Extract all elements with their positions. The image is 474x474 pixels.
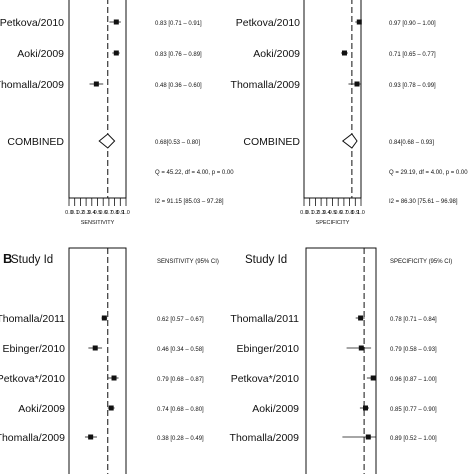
panel-a-sensitivity-x-tick-label: 0.9 (116, 210, 124, 216)
panel-a-sensitivity-x-tick-label: 0.6 (99, 210, 107, 216)
panel-b-sensitivity-frame (68, 247, 127, 474)
panel-a-specificity-study-name: Thomalla/2009 (231, 79, 301, 91)
panel-b-specificity-point-estimate (358, 315, 364, 321)
panel-a-sensitivity-x-tick-label: 0.7 (105, 210, 113, 216)
panel-a-sensitivity-study-value: 0.83 [0.76 – 0.89] (155, 52, 202, 58)
panel-a-specificity-combined-value: 0.84[0.68 – 0.93] (389, 140, 434, 146)
panel-b-specificity-study-name: Thomalla/2009 (230, 432, 300, 444)
panel-a-sensitivity-x-tick-label: 0.2 (77, 210, 85, 216)
panel-a-specificity-x-tick-label: 0.7 (340, 210, 348, 216)
panel-a-sensitivity-q-stat: Q = 45.22, df = 4.00, p = 0.00 (155, 170, 234, 176)
panel-b-sensitivity-study-name: Ebinger/2010 (3, 343, 66, 355)
panel-b-specificity-frame (305, 247, 377, 474)
panel-a-specificity-x-tick-label: 0.3 (317, 210, 325, 216)
panel-b-sensitivity-study-name: Thomalla/2009 (0, 432, 65, 444)
panel-a-specificity-frame (303, 0, 362, 199)
panel-a-sensitivity-study-name: Petkova/2010 (0, 17, 64, 29)
panel-a-sensitivity-point-estimate (113, 50, 119, 56)
panel-b-specificity-study-name: Thomalla/2011 (230, 313, 299, 325)
panel-b-specificity-ci-header: SPECIFICITY (95% CI) (390, 259, 452, 265)
panel-a-sensitivity-x-tick-label: 0.3 (82, 210, 90, 216)
panel-label-b: B (3, 251, 12, 266)
panel-a-specificity-q-stat: Q = 29.19, df = 4.00, p = 0.00 (389, 170, 468, 176)
panel-a-specificity-x-tick-label: 0.9 (351, 210, 359, 216)
panel-a-specificity-point-estimate (354, 81, 360, 87)
panel-a-specificity-x-tick-label: 0.1 (306, 210, 314, 216)
panel-a-specificity-combined-name: COMBINED (243, 136, 300, 148)
panel-b-specificity-study-header: Study Id (245, 254, 287, 266)
panel-b-specificity-point-estimate (370, 375, 376, 381)
panel-b-sensitivity-study-name: Petkova*/2010 (0, 373, 65, 385)
panel-b-sensitivity-study-value: 0.46 [0.34 – 0.58] (157, 347, 204, 353)
panel-a-specificity-x-tick-label: 1.0 (357, 210, 365, 216)
panel-a-sensitivity-frame (68, 0, 127, 199)
panel-a-sensitivity-x-tick-label: 1.0 (122, 210, 130, 216)
panel-a-sensitivity-x-tick-label: 0.4 (88, 210, 96, 216)
panel-a-sensitivity-x-tick-label: 0.5 (94, 210, 102, 216)
panel-a-sensitivity-x-tick-label: 0.8 (111, 210, 119, 216)
panel-b-specificity-point-estimate (363, 405, 368, 411)
panel-b-specificity-study-value: 0.85 [0.77 – 0.90] (390, 407, 437, 413)
panel-a-sensitivity-x-tick-label: 0.1 (71, 210, 79, 216)
panel-b-sensitivity-study-value: 0.74 [0.68 – 0.80] (157, 407, 204, 413)
panel-a-sensitivity-study-value: 0.48 [0.36 – 0.60] (155, 83, 202, 89)
panel-a-sensitivity-study-value: 0.83 [0.71 – 0.91] (155, 21, 202, 27)
panel-b-specificity-point-estimate (365, 434, 371, 440)
panel-a-sensitivity-point-estimate (113, 19, 119, 25)
panel-a-specificity-x-tick-label: 0.4 (323, 210, 331, 216)
panel-b-sensitivity-study-name: Aoki/2009 (18, 403, 65, 415)
panel-b-sensitivity-study-value: 0.62 [0.57 – 0.67] (157, 317, 204, 323)
panel-b-sensitivity-study-value: 0.79 [0.68 – 0.87] (157, 377, 204, 383)
panel-a-specificity-study-value: 0.93 [0.78 – 0.99] (389, 83, 436, 89)
panel-a-sensitivity-i2-stat: I2 = 91.15 [85.03 – 97.28] (155, 199, 224, 205)
panel-b-specificity-study-value: 0.78 [0.71 – 0.84] (390, 317, 437, 323)
panel-a-sensitivity-point-estimate (93, 81, 99, 87)
panel-b-specificity-study-value: 0.89 [0.52 – 1.00] (390, 436, 437, 442)
panel-b-specificity-study-name: Aoki/2009 (252, 403, 299, 415)
panel-a-sensitivity-combined-value: 0.68[0.53 – 0.80] (155, 140, 200, 146)
panel-a-sensitivity-x-axis-label: SENSITIVITY (81, 220, 115, 226)
panel-a-specificity-x-axis-label: SPECIFICITY (316, 220, 350, 226)
panel-b-sensitivity-point-estimate (92, 345, 98, 351)
panel-a-specificity-study-value: 0.97 [0.90 – 1.00] (389, 21, 436, 27)
panel-a-sensitivity-x-tick-label: 0.0 (65, 210, 73, 216)
panel-b-sensitivity-ci-header: SENSITIVITY (95% CI) (157, 259, 219, 265)
panel-a-sensitivity-combined-diamond (98, 133, 116, 149)
panel-a-sensitivity-combined-name: COMBINED (7, 136, 64, 148)
panel-a-specificity-point-estimate (356, 19, 362, 25)
panel-b-sensitivity-study-name: Thomalla/2011 (0, 313, 65, 325)
panel-b-specificity-study-name: Petkova*/2010 (231, 373, 299, 385)
panel-a-sensitivity-study-name: Aoki/2009 (17, 48, 64, 60)
panel-b-specificity-point-estimate (358, 345, 364, 351)
panel-a-specificity-i2-stat: I2 = 86.30 [75.61 – 96.98] (389, 199, 458, 205)
panel-a-specificity-study-name: Aoki/2009 (253, 48, 300, 60)
panel-b-sensitivity-study-header: Study Id (11, 254, 53, 266)
panel-a-specificity-x-tick-label: 0.0 (300, 210, 308, 216)
panel-b-specificity-study-name: Ebinger/2010 (237, 343, 300, 355)
panel-a-specificity-point-estimate (341, 50, 347, 56)
panel-b-specificity-study-value: 0.79 [0.58 – 0.93] (390, 347, 437, 353)
panel-a-specificity-x-tick-label: 0.8 (346, 210, 354, 216)
panel-a-specificity-study-name: Petkova/2010 (236, 17, 300, 29)
panel-b-sensitivity-point-estimate (88, 434, 94, 440)
panel-a-specificity-study-value: 0.71 [0.65 – 0.77] (389, 52, 436, 58)
panel-b-sensitivity-point-estimate (108, 405, 114, 411)
panel-a-specificity-x-tick-label: 0.5 (329, 210, 337, 216)
panel-b-sensitivity-point-estimate (111, 375, 117, 381)
panel-a-specificity-x-tick-label: 0.2 (312, 210, 320, 216)
panel-a-sensitivity-study-name: Thomalla/2009 (0, 79, 64, 91)
panel-a-specificity-x-tick-label: 0.6 (334, 210, 342, 216)
panel-a-specificity-combined-diamond (341, 133, 358, 149)
panel-b-specificity-study-value: 0.96 [0.87 – 1.00] (390, 377, 437, 383)
panel-b-sensitivity-point-estimate (101, 315, 107, 321)
panel-b-sensitivity-study-value: 0.38 [0.28 – 0.49] (157, 436, 204, 442)
